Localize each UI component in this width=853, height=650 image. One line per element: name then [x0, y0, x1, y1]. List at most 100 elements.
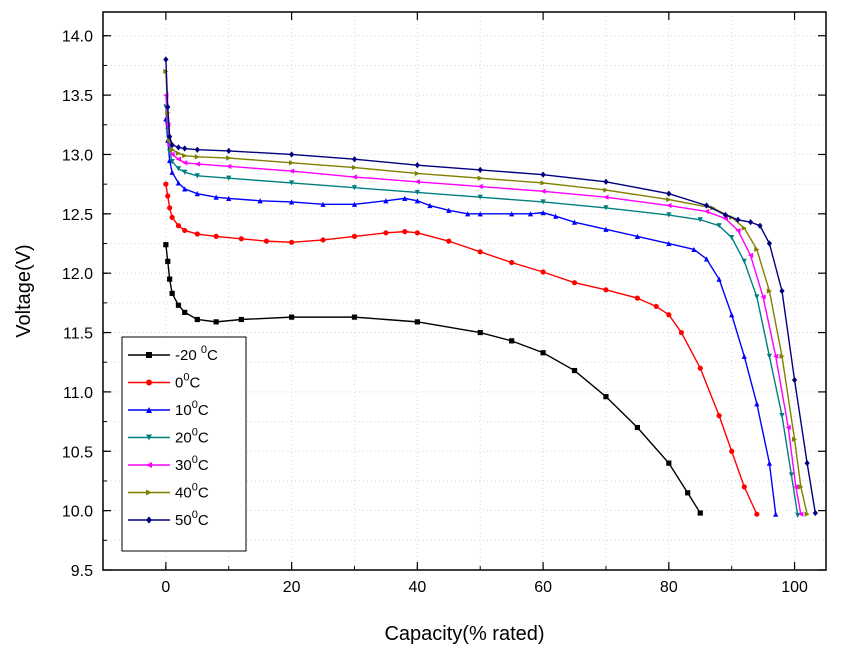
- data-point: [257, 198, 263, 204]
- data-point: [603, 187, 609, 193]
- data-point: [351, 233, 358, 239]
- data-point: [351, 314, 358, 320]
- data-point: [766, 353, 773, 359]
- data-point: [653, 303, 659, 310]
- data-point: [414, 170, 420, 177]
- series-line: [165, 59, 817, 514]
- data-point: [666, 196, 672, 203]
- data-point: [741, 225, 747, 231]
- x-tick-label: 40: [408, 579, 426, 596]
- data-point: [788, 472, 795, 478]
- data-point: [754, 246, 760, 253]
- series-3: [163, 104, 801, 518]
- series-0: [163, 242, 703, 516]
- data-point: [760, 294, 766, 300]
- data-point: [697, 510, 703, 516]
- data-point: [477, 183, 483, 190]
- data-point: [414, 319, 420, 325]
- legend-marker: [146, 407, 152, 413]
- data-point: [603, 194, 609, 200]
- data-point: [351, 156, 358, 163]
- legend-label: 400C: [175, 482, 209, 502]
- data-point: [226, 175, 232, 181]
- y-tick-label: 9.5: [71, 563, 93, 580]
- data-point: [289, 160, 295, 166]
- data-point: [634, 233, 640, 239]
- data-point: [812, 509, 818, 517]
- data-point: [798, 511, 804, 517]
- data-point: [666, 202, 672, 209]
- data-point: [766, 240, 773, 247]
- series-line: [165, 71, 808, 515]
- data-point: [666, 240, 672, 247]
- data-point: [182, 145, 188, 152]
- data-point: [477, 194, 483, 200]
- data-point: [729, 234, 735, 241]
- legend-label: 200C: [175, 427, 209, 447]
- legend-label: 00C: [175, 372, 200, 392]
- data-point: [351, 174, 358, 180]
- data-point: [320, 237, 326, 243]
- data-point: [791, 436, 798, 443]
- data-point: [238, 316, 244, 323]
- data-point: [509, 259, 515, 266]
- y-tick-label: 12.0: [62, 266, 93, 283]
- data-point: [735, 227, 741, 234]
- data-point: [167, 133, 173, 140]
- data-point: [603, 178, 609, 185]
- data-point: [213, 319, 219, 325]
- data-point: [289, 239, 295, 245]
- data-point: [685, 490, 691, 496]
- data-point: [194, 146, 200, 153]
- x-tick-label: 60: [534, 579, 552, 596]
- x-tick-label: 20: [283, 579, 301, 596]
- data-point: [553, 213, 559, 219]
- data-point: [383, 230, 389, 236]
- legend-marker: [146, 434, 152, 441]
- data-point: [703, 208, 710, 215]
- data-point: [167, 137, 173, 143]
- series-1: [163, 181, 760, 517]
- data-point: [169, 214, 175, 220]
- data-point: [603, 205, 609, 211]
- data-point: [289, 199, 295, 205]
- data-point: [791, 376, 798, 384]
- y-tick-label: 13.5: [62, 88, 93, 105]
- data-point: [226, 155, 232, 161]
- data-point: [691, 246, 697, 253]
- data-point: [710, 205, 716, 211]
- data-point: [603, 226, 609, 232]
- data-point: [169, 147, 175, 153]
- data-point: [697, 217, 703, 223]
- data-point: [754, 294, 760, 300]
- data-point: [182, 169, 188, 175]
- data-point: [678, 329, 685, 336]
- data-point: [289, 314, 295, 320]
- legend-marker: [146, 516, 152, 524]
- data-point: [351, 164, 358, 171]
- data-point: [540, 210, 546, 216]
- data-point: [766, 288, 773, 294]
- data-point: [165, 193, 171, 199]
- data-point: [634, 295, 640, 301]
- data-point: [194, 154, 200, 160]
- data-point: [289, 151, 295, 158]
- legend-marker: [146, 462, 152, 468]
- data-point: [194, 191, 200, 197]
- data-point: [798, 484, 804, 490]
- data-point: [414, 189, 420, 196]
- data-point: [571, 367, 578, 374]
- data-point: [716, 223, 722, 229]
- data-point: [383, 198, 389, 204]
- data-point: [779, 287, 785, 295]
- legend-label: -20 0C: [175, 344, 218, 364]
- data-point: [175, 150, 182, 156]
- data-point: [804, 511, 810, 517]
- data-point: [477, 175, 483, 181]
- data-point: [175, 302, 182, 308]
- axes-layer: 0 20 40 60 80 100 9.5 10.0 10.5 11.0 11.5 12.0 12.5 1…: [62, 12, 826, 596]
- data-point: [427, 202, 433, 209]
- data-point: [414, 162, 420, 169]
- legend-label: 300C: [175, 454, 209, 474]
